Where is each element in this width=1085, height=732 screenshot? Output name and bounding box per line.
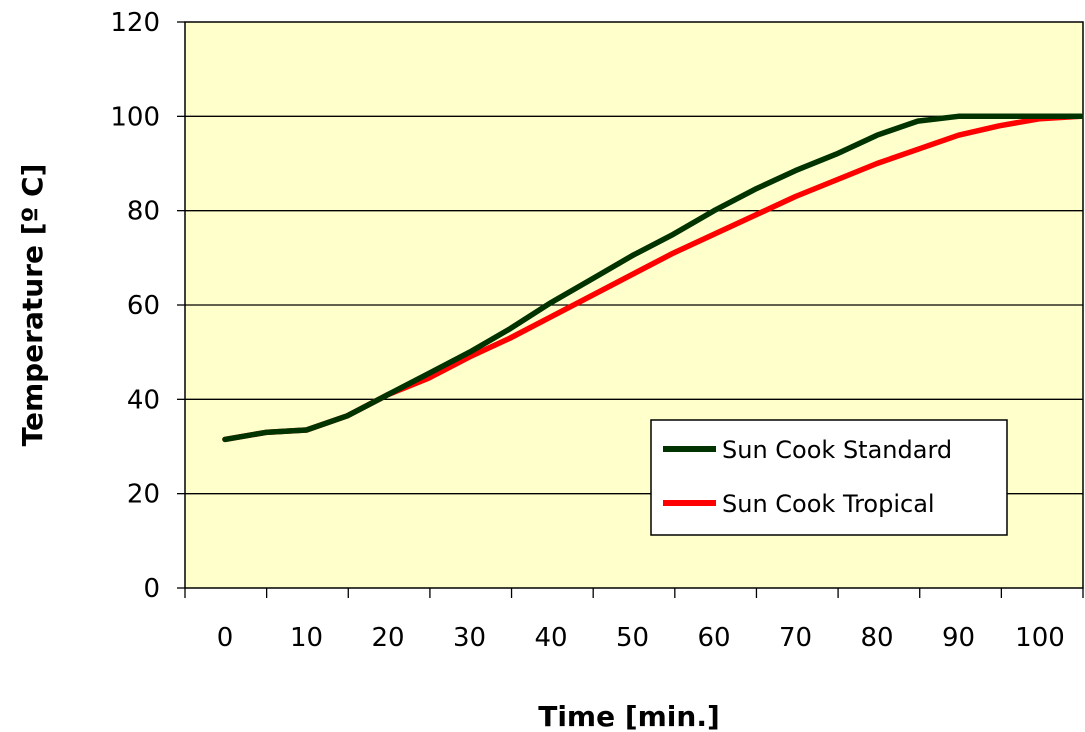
x-tick-label: 40 <box>534 623 567 653</box>
y-tick-label: 40 <box>127 385 160 415</box>
x-tick-label: 20 <box>371 623 404 653</box>
y-tick-label: 120 <box>110 8 160 38</box>
x-tick-label: 70 <box>779 623 812 653</box>
legend-label-standard: Sun Cook Standard <box>722 436 952 464</box>
x-tick-label: 60 <box>697 623 730 653</box>
x-tick-labels: 0 10 20 30 40 50 60 70 80 90 100 <box>217 623 1065 653</box>
legend: Sun Cook Standard Sun Cook Tropical <box>650 419 1008 536</box>
y-tick-label: 80 <box>127 197 160 227</box>
series-line-standard <box>222 113 1084 443</box>
x-tick-label: 50 <box>616 623 649 653</box>
x-tick-label: 100 <box>1015 623 1065 653</box>
x-tick-label: 90 <box>942 623 975 653</box>
y-tick-label: 100 <box>110 102 160 132</box>
y-tick-label: 60 <box>127 291 160 321</box>
y-tick-labels: 0 20 40 60 80 100 120 <box>110 8 160 604</box>
y-tick-label: 0 <box>143 574 160 604</box>
x-tick-label: 30 <box>453 623 486 653</box>
y-axis-title: Temperature [º C] <box>16 164 49 447</box>
legend-label-tropical: Sun Cook Tropical <box>722 490 935 518</box>
x-tick-label: 80 <box>860 623 893 653</box>
x-tick-label: 0 <box>217 623 234 653</box>
axes <box>177 21 1084 598</box>
x-axis-title: Time [min.] <box>538 700 720 732</box>
x-tick-label: 10 <box>290 623 323 653</box>
y-tick-label: 20 <box>127 480 160 510</box>
series-lines <box>222 113 1084 443</box>
legend-box <box>650 419 1008 536</box>
